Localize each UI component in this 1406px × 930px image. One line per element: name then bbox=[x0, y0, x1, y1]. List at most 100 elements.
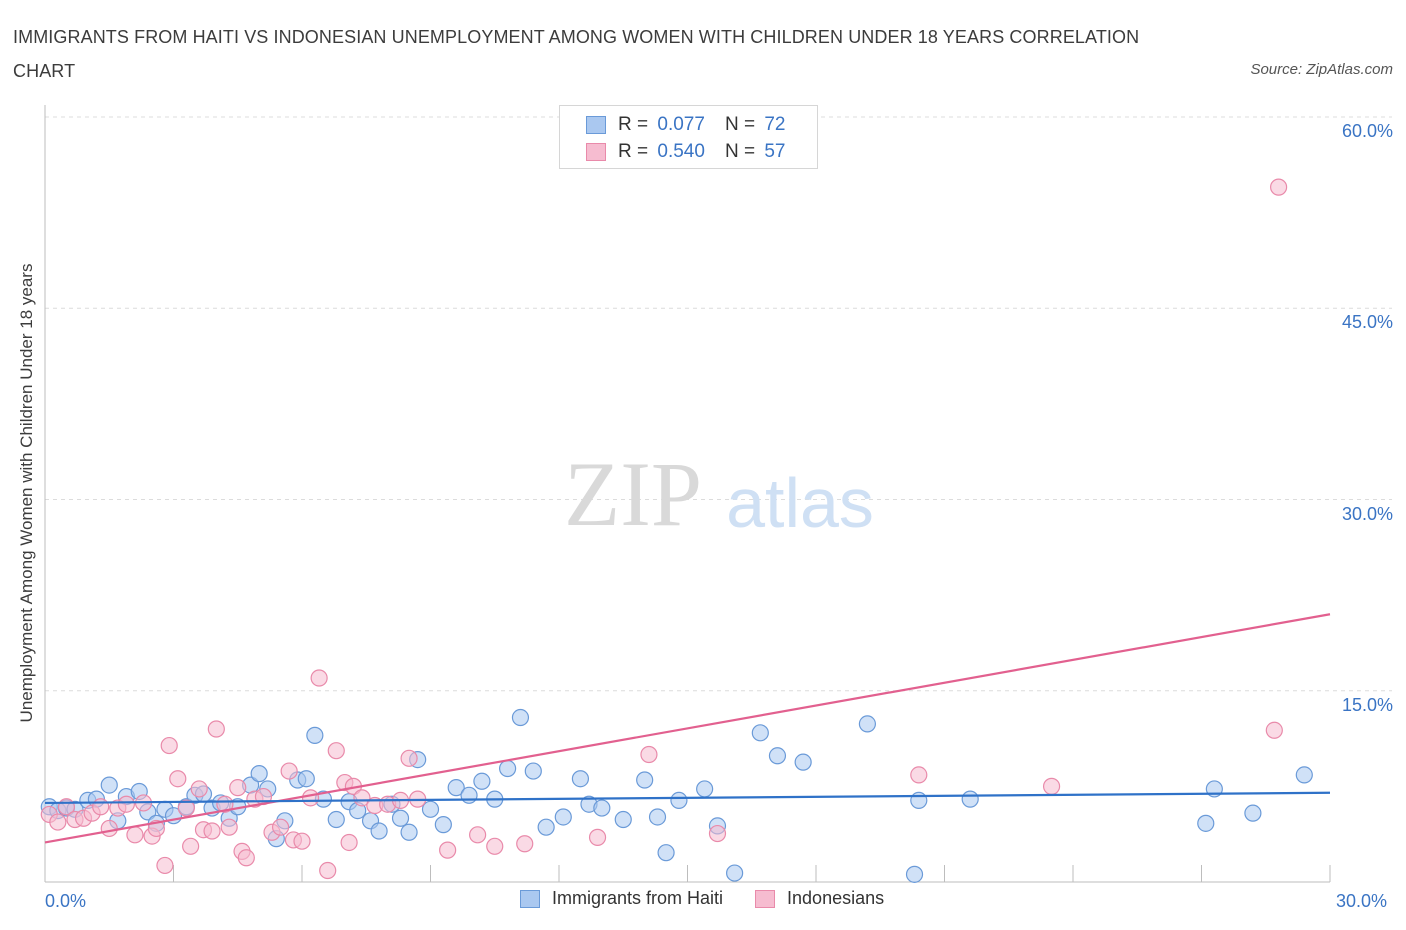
data-point-haiti bbox=[306, 726, 324, 744]
y-tick-label: 15.0% bbox=[1341, 694, 1393, 715]
data-point-haiti bbox=[554, 808, 572, 826]
data-point-indonesians bbox=[310, 669, 328, 687]
data-point-indonesians bbox=[100, 819, 118, 838]
data-point-haiti bbox=[297, 770, 315, 788]
data-point-indonesians bbox=[177, 799, 195, 817]
data-point-indonesians bbox=[207, 720, 225, 738]
data-point-indonesians bbox=[708, 824, 727, 843]
data-point-haiti bbox=[1197, 814, 1215, 832]
data-point-haiti bbox=[524, 762, 542, 780]
data-point-haiti bbox=[1295, 766, 1313, 784]
data-point-indonesians bbox=[910, 766, 928, 784]
data-point-haiti bbox=[858, 715, 877, 733]
data-point-haiti bbox=[327, 810, 345, 829]
data-point-haiti bbox=[670, 791, 688, 810]
watermark-zip: ZIP bbox=[564, 443, 702, 545]
data-point-indonesians bbox=[237, 849, 255, 867]
data-point-indonesians bbox=[353, 789, 371, 807]
data-point-indonesians bbox=[439, 841, 457, 859]
trend-line-haiti bbox=[44, 791, 1331, 805]
data-point-haiti bbox=[537, 818, 555, 836]
legend-r-label: R = bbox=[618, 114, 649, 135]
data-point-indonesians bbox=[400, 749, 418, 767]
data-point-indonesians bbox=[160, 736, 178, 755]
data-point-indonesians bbox=[271, 818, 290, 836]
data-point-indonesians bbox=[340, 833, 358, 852]
legend-r-value: 0.077 bbox=[657, 114, 705, 135]
data-point-haiti bbox=[460, 786, 478, 804]
data-point-indonesians bbox=[216, 795, 234, 813]
y-tick-label: 45.0% bbox=[1341, 312, 1393, 333]
data-point-haiti bbox=[499, 759, 517, 778]
data-point-haiti bbox=[1244, 804, 1262, 822]
source-label: Source: ZipAtlas.com bbox=[1250, 61, 1393, 78]
data-point-haiti bbox=[768, 747, 787, 765]
data-point-haiti bbox=[751, 724, 769, 742]
data-point-indonesians bbox=[486, 837, 504, 855]
data-point-indonesians bbox=[182, 837, 200, 855]
data-point-haiti bbox=[100, 776, 118, 794]
data-point-indonesians bbox=[280, 762, 298, 780]
data-point-haiti bbox=[910, 791, 928, 810]
data-point-haiti bbox=[370, 822, 388, 840]
data-point-haiti bbox=[961, 790, 979, 808]
data-point-indonesians bbox=[156, 856, 174, 875]
legend-n-label: N = bbox=[724, 141, 756, 162]
data-point-indonesians bbox=[319, 861, 337, 880]
data-point-indonesians bbox=[1265, 721, 1283, 739]
bottom-legend-indonesians: Indonesians bbox=[755, 888, 884, 909]
axes bbox=[44, 105, 1331, 883]
gridlines bbox=[45, 116, 1392, 692]
legend-n-value: 57 bbox=[764, 141, 786, 162]
data-point-haiti bbox=[636, 771, 654, 789]
data-point-indonesians bbox=[117, 795, 135, 813]
bottom-legend-haiti: Immigrants from Haiti bbox=[520, 888, 723, 909]
data-point-haiti bbox=[571, 770, 590, 788]
data-point-haiti bbox=[400, 823, 418, 841]
data-point-indonesians bbox=[190, 780, 208, 798]
data-point-indonesians bbox=[220, 818, 238, 836]
chart-title: IMMIGRANTS FROM HAITI VS INDONESIAN UNEM… bbox=[13, 27, 1140, 81]
data-point-indonesians bbox=[588, 828, 607, 846]
legend-r-value: 0.540 bbox=[657, 141, 705, 162]
y-axis-label: Unemployment Among Women with Children U… bbox=[17, 263, 36, 723]
data-point-indonesians bbox=[469, 826, 487, 844]
bottom-legend: Immigrants from Haiti Indonesians bbox=[520, 888, 916, 909]
data-point-haiti bbox=[593, 799, 611, 817]
legend-n-label: N = bbox=[724, 114, 756, 135]
data-point-indonesians bbox=[169, 770, 187, 788]
data-point-haiti bbox=[657, 844, 675, 862]
y-tick-label: 60.0% bbox=[1341, 121, 1393, 141]
bottom-legend-label-indonesians: Indonesians bbox=[787, 888, 885, 908]
legend-r-label: R = bbox=[618, 141, 649, 162]
legend-n-value: 72 bbox=[764, 114, 786, 135]
legend-row-haiti: R = 0.077 N = 72 bbox=[586, 112, 785, 138]
data-point-indonesians bbox=[1269, 178, 1288, 196]
legend-row-indonesians: R = 0.540 N = 57 bbox=[586, 139, 785, 165]
bottom-legend-swatch-haiti bbox=[520, 889, 540, 908]
data-point-haiti bbox=[250, 765, 268, 783]
data-point-indonesians bbox=[640, 745, 658, 764]
trend-line-indonesians bbox=[44, 613, 1331, 844]
data-point-indonesians bbox=[293, 832, 311, 850]
data-point-indonesians bbox=[229, 779, 247, 797]
data-point-indonesians bbox=[126, 826, 144, 844]
watermark-atlas: atlas bbox=[726, 464, 874, 542]
data-point-haiti bbox=[447, 779, 465, 797]
legend: R = 0.077 N = 72 R = 0.540 N = 57 bbox=[559, 105, 818, 169]
data-point-haiti bbox=[434, 816, 452, 834]
bottom-legend-swatch-indonesians bbox=[755, 889, 776, 908]
series-haiti bbox=[40, 708, 1313, 883]
data-point-indonesians bbox=[301, 789, 320, 807]
legend-swatch-haiti bbox=[586, 116, 606, 134]
data-point-haiti bbox=[696, 780, 714, 798]
data-point-indonesians bbox=[327, 742, 345, 760]
data-point-haiti bbox=[794, 753, 812, 771]
data-point-indonesians bbox=[1042, 777, 1061, 795]
legend-swatch-indonesians bbox=[586, 143, 606, 161]
data-point-haiti bbox=[614, 810, 632, 829]
data-point-indonesians bbox=[49, 813, 67, 831]
data-point-haiti bbox=[648, 808, 667, 826]
data-point-haiti bbox=[726, 864, 744, 882]
